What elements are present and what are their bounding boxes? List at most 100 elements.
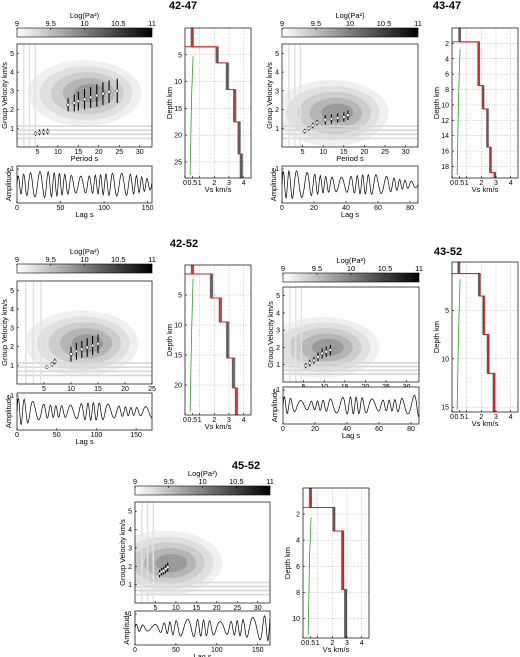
dispersion-point	[342, 115, 346, 119]
best-velocity-model	[458, 262, 495, 412]
dispersion-point	[45, 129, 50, 134]
y-axis-label: Amplitude	[270, 389, 279, 422]
waveform-frame	[16, 392, 153, 431]
x-tick-label: 4	[509, 414, 513, 421]
x-axis-label: Lag s	[193, 652, 212, 657]
y-tick-label: 4	[445, 56, 449, 63]
x-tick-label: 150	[252, 647, 264, 654]
y-tick-label: 15	[174, 106, 182, 113]
y-tick-label: 5	[128, 509, 132, 516]
dispersion-point	[302, 129, 307, 133]
colorbar-label: Log(Pa²)	[70, 247, 100, 256]
x-tick-label: 3	[494, 414, 498, 421]
energy-fringe	[288, 44, 290, 147]
y-tick-label: 4	[10, 307, 14, 314]
x-tick-label: 4	[242, 180, 246, 187]
colorbar-tick-label: 10	[198, 477, 206, 486]
x-tick-label: 3	[227, 180, 231, 187]
dispersion-point	[329, 117, 334, 121]
x-tick-label: 1	[465, 414, 469, 421]
x-tick-label: 0.5	[187, 417, 197, 424]
dispersion-point	[316, 355, 320, 359]
dispersion-point	[53, 359, 57, 364]
y-tick-label: 1	[275, 166, 279, 173]
dispersion-point	[311, 123, 315, 128]
x-tick-label: 50	[53, 432, 61, 439]
x-tick-label: 25	[115, 149, 123, 156]
colorbar-tick-label: 11	[148, 255, 156, 264]
energy-fringe	[28, 44, 31, 147]
ftan-energy-field	[135, 502, 270, 603]
ftan-frame	[16, 43, 153, 148]
y-axis-label: Amplitude	[122, 611, 131, 644]
y-tick-label: 8	[445, 87, 449, 94]
y-tick-label: 2	[10, 344, 14, 351]
dispersion-point	[303, 363, 308, 368]
y-axis-label: Depth km	[432, 321, 441, 353]
y-tick-label: 2	[10, 107, 14, 114]
x-tick-label: 15	[94, 386, 102, 393]
panel-title: 42-52	[170, 238, 198, 250]
x-tick-label: 4	[360, 640, 364, 647]
x-tick-label: 1	[198, 417, 202, 424]
x-tick-label: 50	[57, 205, 65, 212]
x-tick-label: 40	[342, 205, 350, 212]
y-tick-label: 1	[10, 126, 14, 133]
x-tick-label: 30	[254, 605, 262, 612]
dispersion-point	[85, 345, 89, 350]
energy-band	[282, 129, 418, 131]
x-axis-label: Lag s	[75, 437, 94, 446]
y-tick-label: 4	[276, 310, 280, 317]
colorbar-tick-label: 10.5	[111, 19, 126, 28]
dispersion-series	[45, 334, 100, 370]
y-axis-label: Depth km	[432, 87, 441, 119]
x-tick-label: 0	[133, 647, 137, 654]
waveform-plot: 0 50 100 150 1 Lag s Amplitude	[4, 165, 154, 219]
x-tick-label: 150	[130, 432, 142, 439]
x-tick-label: 150	[142, 205, 154, 212]
velocity-model-plot: 0 0.5 1 2 3 4 5 10 15 20 25 Vs km/s Depth km	[165, 27, 252, 194]
energy-band	[17, 366, 152, 368]
dispersion-point	[69, 352, 73, 356]
velocity-model-plot: 0 0.5 1 2 3 4 2 4 6 8 10 Vs km/s Depth km	[283, 487, 370, 654]
y-tick-label: 2	[276, 345, 280, 352]
energy-fringe	[289, 287, 291, 382]
colorbar-tick-label: 10.5	[229, 477, 244, 486]
x-tick-label: 15	[192, 605, 200, 612]
panel-title: 43-47	[433, 0, 461, 12]
x-tick-label: 15	[74, 149, 82, 156]
model-frame	[302, 487, 370, 639]
dispersion-point	[96, 342, 100, 346]
y-tick-label: 3	[10, 88, 14, 95]
best-velocity-model	[191, 28, 242, 178]
energy-band	[282, 137, 418, 140]
dispersion-point	[72, 101, 76, 105]
velocity-model-plot: 0 0.5 1 2 3 4 5 10 15 Vs km/s Depth km	[432, 261, 519, 428]
colorbar-tick-label: 9.5	[46, 19, 56, 28]
reference-model	[189, 278, 194, 413]
energy-fringe	[299, 44, 302, 147]
x-tick-label: 20	[311, 426, 319, 433]
dispersion-point	[76, 99, 81, 103]
dispersion-point	[107, 90, 111, 94]
waveform-plot: 0 20 40 60 80 1 Lag s Amplitude	[269, 165, 419, 219]
x-tick-label: 0.5	[454, 180, 464, 187]
y-tick-label: 5	[275, 51, 279, 58]
x-axis-label: Period s	[71, 154, 99, 163]
x-axis-label: Lag s	[341, 210, 360, 219]
x-tick-label: 2	[212, 417, 216, 424]
colorbar-label: Log(Pa²)	[188, 469, 218, 478]
y-tick-label: 6	[296, 564, 300, 571]
reference-model	[189, 56, 194, 176]
panel-title: 45-52	[232, 460, 260, 472]
colorbar-tick-label: 10.5	[377, 19, 392, 28]
y-tick-label: 8	[296, 590, 300, 597]
colorbar-tick-label: 9	[15, 19, 19, 28]
y-tick-label: 18	[441, 164, 449, 171]
dispersion-point	[41, 130, 46, 134]
energy-band	[17, 370, 152, 373]
x-tick-label: 80	[407, 426, 415, 433]
dispersion-point	[90, 343, 95, 348]
colorbar-tick-label: 11	[415, 264, 423, 273]
